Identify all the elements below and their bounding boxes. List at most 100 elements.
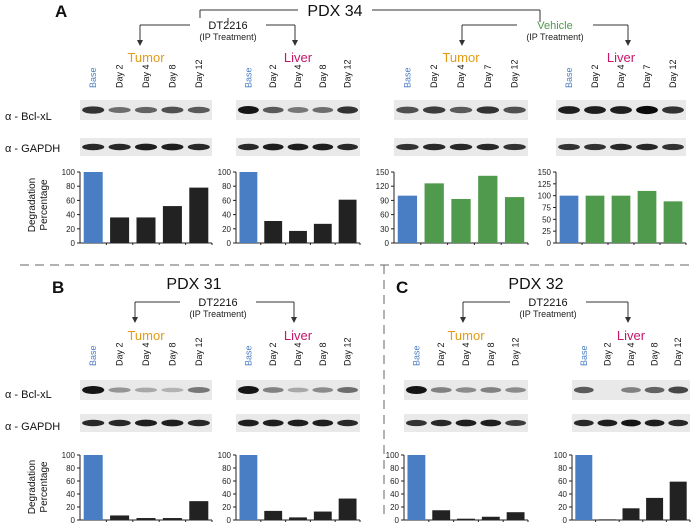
lane-label: Base <box>88 345 98 366</box>
y-tick-label: 0 <box>71 239 76 248</box>
blot-bcl-xl <box>404 380 528 400</box>
treatment-sub-b-dt2216: (IP Treatment) <box>189 309 246 319</box>
treatment-label-a-dt2216: DT2216 <box>208 20 247 32</box>
blot-gapdh <box>236 138 360 156</box>
chart-group-b-liver-dt2216: Liver Base Day 2 Day 4 Day 8 Day 12 0 20 40 60 80 1… <box>218 328 361 525</box>
western-blots <box>80 100 690 432</box>
y-tick-label: 40 <box>66 490 75 499</box>
panel-letter-b: B <box>52 278 64 297</box>
bar-base <box>83 172 103 243</box>
bar-base <box>83 455 103 520</box>
blot-band <box>161 387 184 393</box>
blot-band <box>287 387 309 393</box>
y-tick-label: 150 <box>538 168 552 177</box>
y-tick-label: 80 <box>66 182 75 191</box>
y-tick-label: 80 <box>222 182 231 191</box>
bar-day-12 <box>506 512 525 520</box>
blot-band <box>455 419 477 427</box>
bar-day-2 <box>424 183 444 243</box>
lane-label: Day 4 <box>456 64 466 88</box>
lane-label: Base <box>88 67 98 88</box>
bar-charts: Tumor Base Day 2 Day 4 Day 8 Day 12 0 20 40 60 80 1… <box>62 50 691 525</box>
lane-label: Day 12 <box>194 337 204 366</box>
treatment-sub-a-vehicle: (IP Treatment) <box>526 32 583 42</box>
blot-band <box>449 143 473 151</box>
bar-day-8 <box>481 516 500 520</box>
y-tick-label: 40 <box>390 490 399 499</box>
blot-band <box>503 106 526 114</box>
y-axis-label: Degradation <box>27 460 38 514</box>
chart-title: Tumor <box>447 328 485 343</box>
lane-label: Day 12 <box>510 59 520 88</box>
y-tick-label: 100 <box>386 451 400 460</box>
blot-band <box>505 419 527 427</box>
bar-day-2 <box>585 195 605 243</box>
row-label-gapdh: α - GAPDH <box>5 143 60 155</box>
y-tick-label: 90 <box>380 196 389 205</box>
bar-day-8 <box>313 511 332 520</box>
y-tick-label: 80 <box>390 464 399 473</box>
blot-band <box>480 419 502 427</box>
y-tick-label: 100 <box>218 168 232 177</box>
lane-label: Day 12 <box>194 59 204 88</box>
y-tick-label: 60 <box>390 477 399 486</box>
blot-band <box>108 106 131 114</box>
bar-day-4 <box>136 518 156 520</box>
blot-band <box>636 143 658 151</box>
y-axis-label: Degradation <box>27 178 38 232</box>
blot-gapdh <box>572 414 690 432</box>
blot-bcl-xl <box>80 380 212 400</box>
blot-bcl-xl <box>236 380 360 400</box>
bar-day-8 <box>646 497 664 520</box>
y-tick-label: 20 <box>390 503 399 512</box>
bar-day-4 <box>451 198 471 243</box>
y-tick-label: 60 <box>222 196 231 205</box>
blot-bcl-xl <box>236 100 360 120</box>
lane-label: Day 7 <box>483 64 493 88</box>
bar-day-4 <box>457 518 475 520</box>
blot-background <box>80 380 212 400</box>
lane-label: Base <box>243 67 253 88</box>
bar-day-12 <box>189 187 209 243</box>
y-tick-label: 40 <box>222 490 231 499</box>
lane-label: Day 12 <box>668 59 678 88</box>
y-tick-label: 20 <box>558 503 567 512</box>
arrowhead-icon <box>625 40 631 46</box>
bar-base <box>397 195 418 243</box>
bar-day-4 <box>136 217 156 243</box>
blot-band <box>108 387 131 393</box>
bar-base <box>559 195 579 243</box>
bar-day-2 <box>598 519 616 520</box>
lane-label: Day 8 <box>167 64 177 88</box>
arrowhead-icon <box>137 40 143 46</box>
blot-band <box>455 387 477 393</box>
lane-label: Day 12 <box>511 337 521 366</box>
blot-band <box>287 143 309 151</box>
blot-band <box>187 419 210 427</box>
y-tick-label: 40 <box>222 211 231 220</box>
blot-band <box>644 419 665 427</box>
blot-background <box>236 380 360 400</box>
blot-band <box>662 143 684 151</box>
blot-band <box>584 106 606 114</box>
bar-day-2 <box>264 510 283 520</box>
row-label-gapdh: α - GAPDH <box>5 421 60 433</box>
y-tick-label: 150 <box>376 168 390 177</box>
bar-day-4 <box>622 508 640 520</box>
lane-label: Day 2 <box>268 342 278 366</box>
lane-label: Day 8 <box>318 64 328 88</box>
bar-base <box>575 455 593 520</box>
y-axis-label: Percentage <box>39 179 50 231</box>
blot-band <box>337 106 359 114</box>
blot-band <box>396 143 419 151</box>
y-tick-label: 100 <box>62 168 76 177</box>
y-tick-label: 60 <box>380 211 389 220</box>
chart-group-a-liver-dt2216: Liver Base Day 2 Day 4 Day 8 Day 12 0 20 40 60 80 1… <box>218 50 361 248</box>
treatment-label-a-vehicle: Vehicle <box>537 20 572 32</box>
lane-label: Day 4 <box>141 64 151 88</box>
treatment-sub-c-dt2216: (IP Treatment) <box>519 309 576 319</box>
blot-band <box>505 387 527 393</box>
panel-c-title: PDX 32 <box>508 276 563 293</box>
lane-label: Base <box>564 67 574 88</box>
blot-band <box>621 387 641 393</box>
